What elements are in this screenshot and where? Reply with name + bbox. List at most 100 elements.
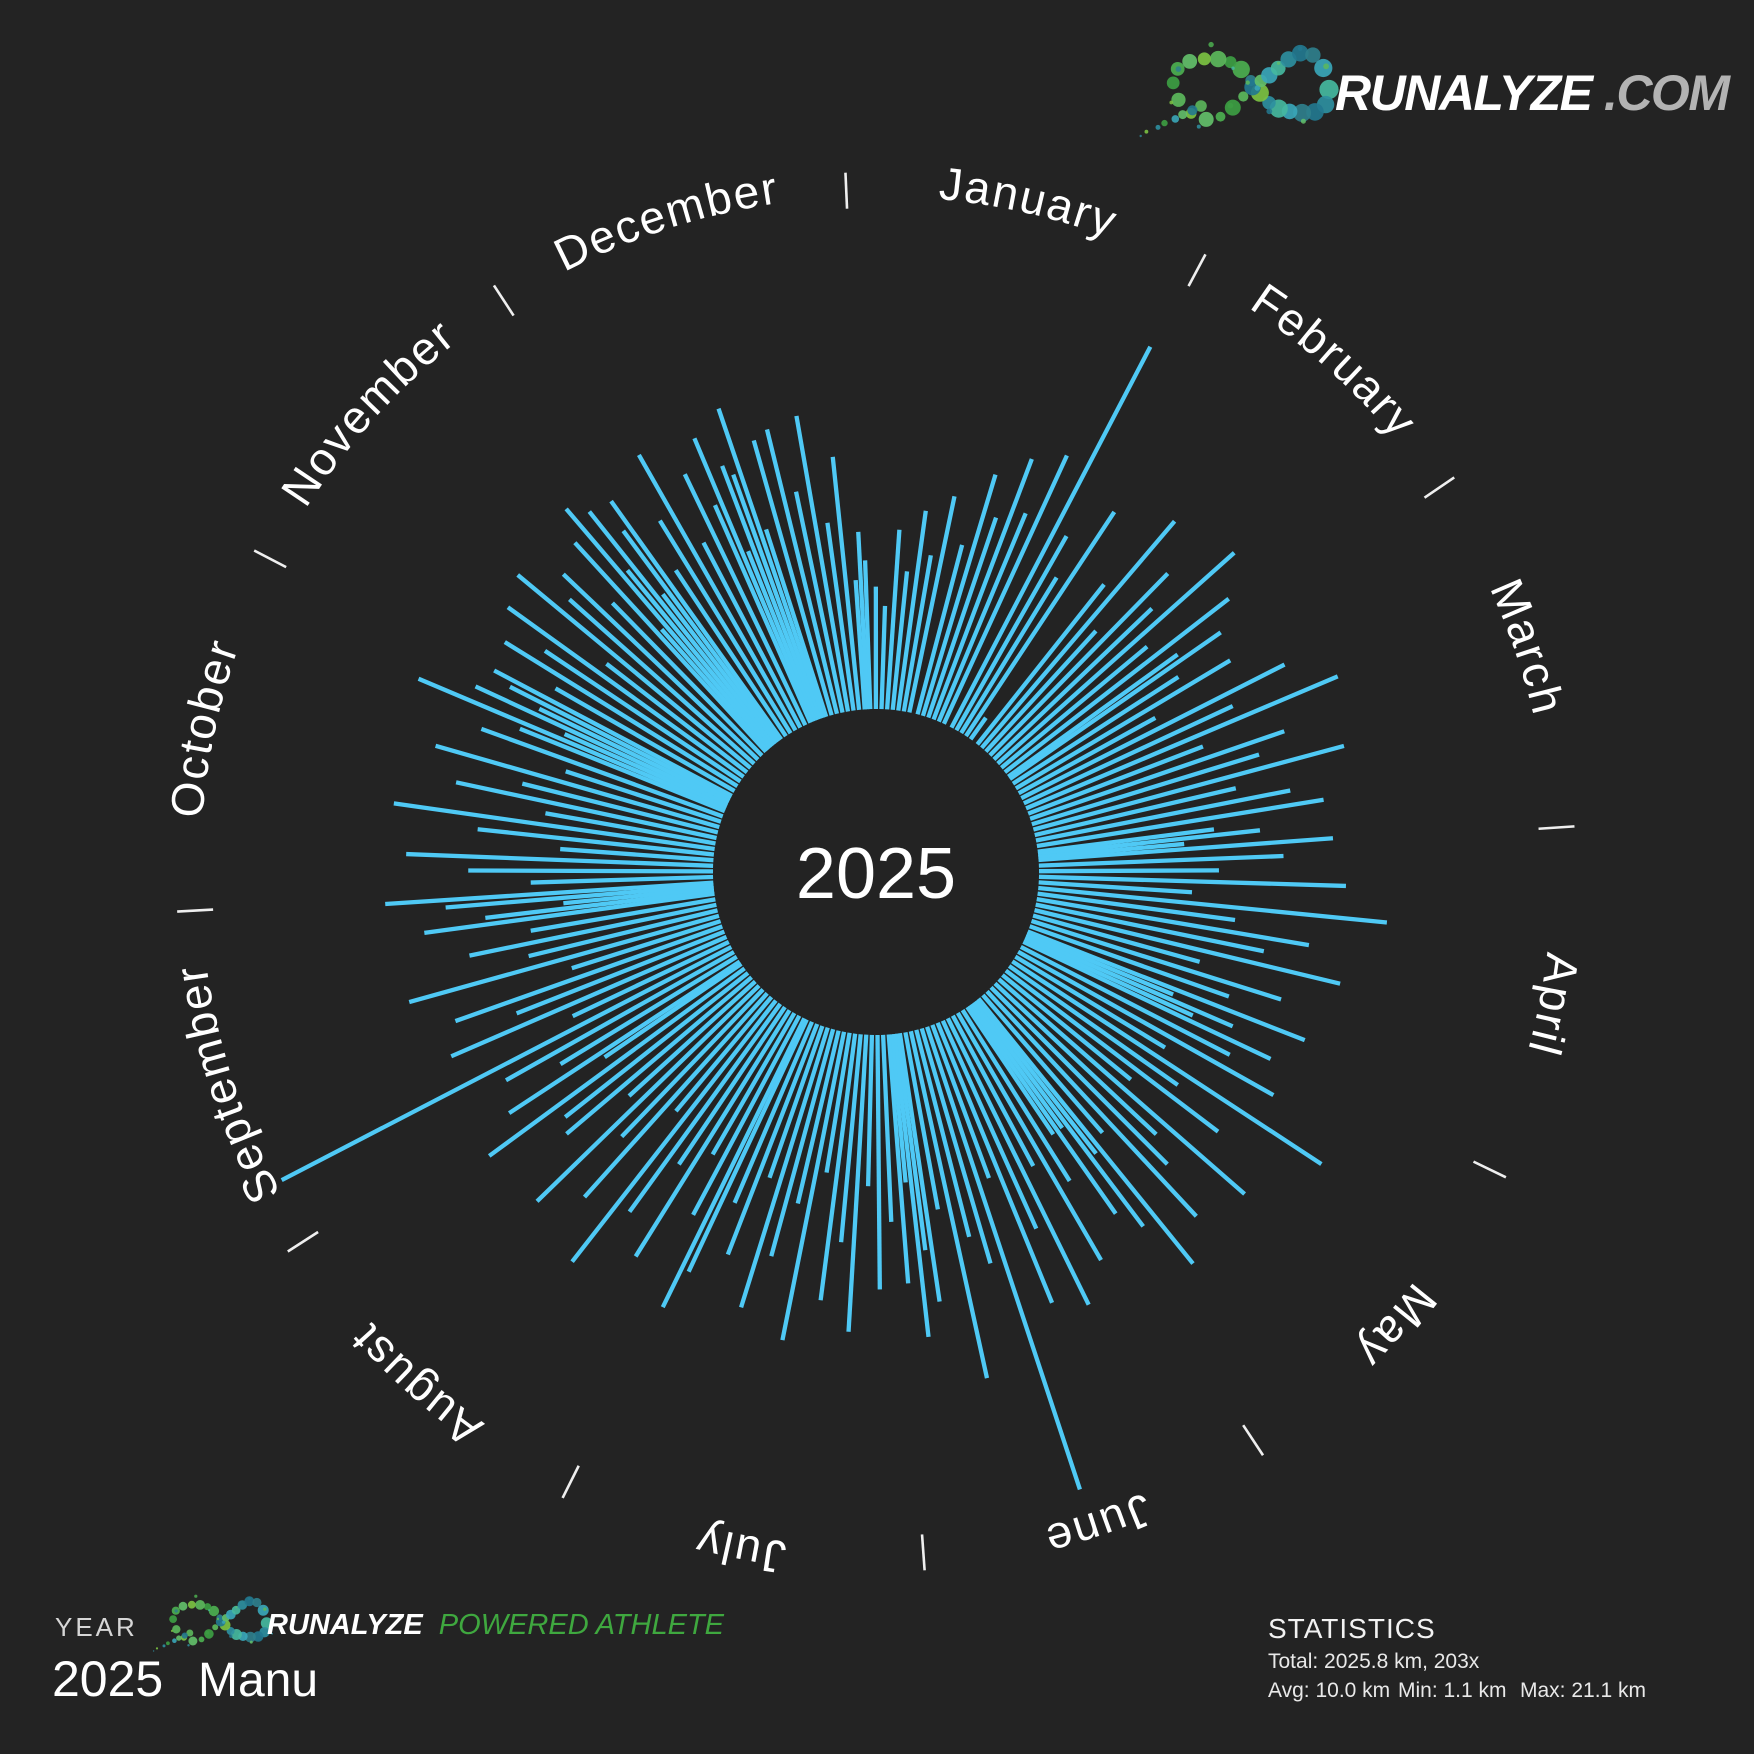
activity-bar bbox=[627, 1002, 783, 1214]
logo-dot bbox=[1292, 44, 1309, 62]
activity-bar bbox=[959, 576, 1059, 735]
activity-bar bbox=[450, 934, 728, 1059]
activity-bar bbox=[609, 499, 783, 741]
logo-dot bbox=[208, 1605, 220, 1617]
activity-bar bbox=[535, 984, 761, 1203]
logo-tail-dot bbox=[1144, 129, 1149, 134]
activity-bar bbox=[710, 1012, 797, 1156]
activity-bar bbox=[561, 572, 760, 762]
activity-bar bbox=[935, 1022, 1055, 1304]
activity-bar bbox=[1037, 891, 1236, 923]
activity-bar bbox=[949, 345, 1153, 729]
activity-bar bbox=[1036, 797, 1324, 849]
activity-bar bbox=[603, 962, 743, 1059]
activity-bar bbox=[1030, 918, 1282, 1002]
activity-bar bbox=[587, 510, 777, 746]
activity-bar bbox=[920, 473, 998, 717]
activity-bar bbox=[830, 456, 862, 711]
logo-dot bbox=[1171, 92, 1186, 107]
activity-bar bbox=[445, 883, 714, 910]
logo-dot bbox=[1276, 61, 1281, 65]
activity-bar bbox=[691, 1014, 802, 1216]
activity-bar bbox=[1008, 630, 1222, 781]
logo-dot bbox=[1314, 58, 1333, 78]
activity-bar bbox=[530, 874, 714, 885]
activity-bar bbox=[563, 732, 728, 809]
activity-bar bbox=[1037, 827, 1215, 854]
logo-dot bbox=[252, 1631, 264, 1642]
logo-tail-dot bbox=[186, 1629, 194, 1637]
logo-dot bbox=[1300, 118, 1306, 124]
activity-bar bbox=[1038, 853, 1284, 868]
activity-bar bbox=[280, 945, 733, 1183]
activity-bar bbox=[1031, 752, 1260, 827]
footer-logo-dots bbox=[152, 1594, 273, 1652]
logo-tail-dot bbox=[1187, 105, 1198, 116]
ticks-group bbox=[177, 172, 1575, 1571]
activity-bar bbox=[477, 827, 715, 857]
activity-bar bbox=[746, 550, 818, 722]
activity-bar bbox=[950, 1014, 1036, 1168]
activity-bar bbox=[1004, 968, 1220, 1134]
activity-bar bbox=[1003, 597, 1231, 774]
logo-dot bbox=[271, 1632, 273, 1635]
logo-dot bbox=[187, 1644, 190, 1647]
activity-bar bbox=[408, 913, 720, 1005]
logo-dot bbox=[1208, 41, 1214, 48]
activity-bar bbox=[493, 668, 733, 798]
logo-dot bbox=[1196, 124, 1201, 129]
activity-bar bbox=[1024, 934, 1234, 1029]
activity-bar bbox=[1019, 944, 1231, 1057]
activity-bar bbox=[570, 999, 778, 1264]
logo-dot bbox=[172, 1625, 181, 1634]
logo-dot bbox=[1293, 103, 1312, 122]
activity-bar bbox=[573, 541, 768, 754]
activity-bar bbox=[865, 1034, 875, 1187]
activity-bar bbox=[739, 1027, 830, 1309]
logo-dot bbox=[188, 1636, 198, 1646]
activity-bar bbox=[997, 977, 1247, 1196]
statistics-min: Min: 1.1 km bbox=[1398, 1679, 1507, 1702]
activity-bar bbox=[915, 544, 965, 715]
logo-tail-dot bbox=[152, 1650, 155, 1652]
activity-bar bbox=[984, 629, 1098, 754]
logo-dot bbox=[229, 1634, 233, 1638]
activity-bar bbox=[1032, 913, 1201, 964]
activity-bar bbox=[886, 1034, 911, 1284]
activity-bar bbox=[941, 454, 1069, 725]
activity-bar bbox=[1036, 896, 1310, 948]
activity-bar bbox=[554, 686, 736, 793]
activity-bar bbox=[424, 891, 715, 935]
activity-bar bbox=[970, 1002, 1064, 1130]
athlete-block: RUNALYZE POWERED ATHLETE Manu bbox=[152, 1594, 725, 1707]
activity-bar bbox=[993, 981, 1158, 1136]
activity-bar bbox=[506, 605, 745, 779]
logo-dot bbox=[235, 1606, 238, 1609]
logo-dot bbox=[1166, 76, 1180, 90]
activity-bar bbox=[485, 888, 715, 921]
activity-bar bbox=[507, 959, 741, 1115]
activity-bar bbox=[393, 801, 715, 852]
activity-bar bbox=[673, 569, 788, 738]
logo-dot bbox=[257, 1604, 269, 1616]
month-tick bbox=[177, 908, 214, 913]
logo-dot bbox=[1270, 60, 1286, 76]
activity-bar bbox=[530, 897, 716, 933]
logo-dot bbox=[245, 1631, 256, 1643]
activity-bar bbox=[1034, 786, 1237, 838]
activity-bar bbox=[731, 473, 823, 720]
activity-bar bbox=[967, 1004, 1118, 1215]
activity-bar bbox=[515, 929, 726, 1016]
activity-bar bbox=[875, 1034, 882, 1290]
activity-bar bbox=[605, 662, 749, 775]
activity-bar bbox=[889, 1034, 908, 1183]
activity-bar bbox=[926, 516, 999, 719]
activity-bar bbox=[793, 491, 845, 713]
logo-dot bbox=[260, 1617, 273, 1629]
activity-bar bbox=[1020, 662, 1286, 801]
activity-bar bbox=[767, 1025, 825, 1179]
activity-bar bbox=[565, 769, 722, 824]
activity-bar bbox=[879, 605, 888, 710]
activity-bar bbox=[582, 991, 769, 1199]
activity-bar bbox=[385, 880, 714, 907]
